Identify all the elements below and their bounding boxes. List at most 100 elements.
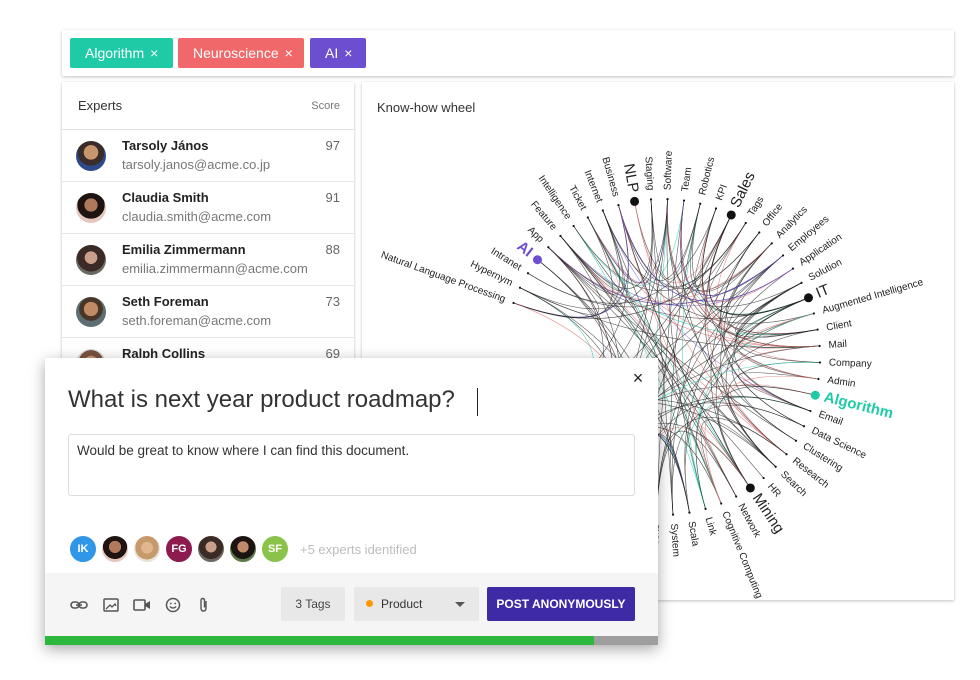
- wheel-label: Client: [826, 318, 853, 333]
- wheel-label: Software: [662, 150, 674, 190]
- wheel-label: Admin: [827, 375, 857, 390]
- wheel-connection: [700, 208, 794, 302]
- post-anonymously-button[interactable]: POST ANONYMOUSLY: [487, 587, 635, 621]
- avatar[interactable]: [196, 534, 226, 564]
- wheel-connection: [527, 208, 717, 304]
- tag-chip-neuroscience[interactable]: Neuroscience ×: [178, 38, 304, 68]
- wheel-label: Mail: [828, 339, 847, 351]
- wheel-label: Staging: [642, 156, 655, 191]
- tag-chip-label: Algorithm: [85, 45, 145, 61]
- expert-email: seth.foreman@acme.com: [122, 313, 272, 328]
- close-icon[interactable]: ×: [344, 45, 353, 61]
- identified-experts: IK FG SF +5 experts identified: [68, 534, 417, 564]
- wheel-connection: [513, 217, 613, 319]
- close-icon[interactable]: ×: [284, 45, 293, 61]
- wheel-label: Scala: [685, 521, 700, 548]
- close-icon[interactable]: ×: [150, 45, 159, 61]
- image-icon[interactable]: [102, 597, 120, 613]
- emoji-icon[interactable]: [164, 597, 182, 613]
- wheel-node: [810, 390, 820, 400]
- tag-chip-label: AI: [325, 45, 339, 61]
- wheel-node: [735, 495, 738, 498]
- wheel-connection: [560, 235, 776, 467]
- wheel-connection: [602, 210, 811, 412]
- tag-chip-algorithm[interactable]: Algorithm ×: [70, 38, 173, 68]
- wheel-connection: [618, 205, 751, 489]
- expert-name: Tarsoly János: [122, 138, 209, 153]
- wheel-node: [785, 453, 788, 456]
- wheel-connection: [656, 255, 784, 515]
- expert-row[interactable]: Seth Foreman seth.foreman@acme.com 73: [62, 286, 354, 338]
- wheel-connection: [548, 247, 784, 305]
- score-column-header[interactable]: Score: [311, 99, 340, 112]
- wheel-node: [572, 224, 575, 228]
- expert-score: 97: [325, 138, 340, 153]
- wheel-connection: [701, 208, 818, 335]
- tags-button[interactable]: 3 Tags: [281, 587, 345, 621]
- wheel-node: [666, 197, 669, 201]
- expert-score: 91: [325, 190, 340, 205]
- wheel-node: [617, 204, 620, 207]
- experts-panel: Experts Score Tarsoly János tarsoly.jano…: [62, 82, 354, 372]
- wheel-node: [803, 293, 813, 303]
- wheel-connection: [719, 232, 805, 427]
- wheel-node: [794, 439, 798, 442]
- expert-name: Ralph Collins: [122, 346, 206, 361]
- wheel-node: [526, 272, 530, 275]
- expert-row[interactable]: Claudia Smith claudia.smith@acme.com 91: [62, 182, 354, 234]
- wheel-node: [714, 207, 718, 210]
- wheel-connection: [618, 203, 701, 281]
- product-select-value: Product: [381, 597, 423, 611]
- wheel-connection: [519, 199, 668, 310]
- wheel-node: [762, 476, 765, 480]
- question-title-input[interactable]: What is next year product roadmap?: [68, 386, 455, 413]
- attachment-icon[interactable]: [195, 597, 213, 613]
- wheel-connection: [720, 255, 784, 467]
- status-dot-icon: [366, 600, 373, 607]
- wheel-connection: [733, 282, 811, 412]
- expert-row[interactable]: Tarsoly János tarsoly.janos@acme.co.jp 9…: [62, 130, 354, 182]
- video-icon[interactable]: [133, 597, 151, 613]
- wheel-node: [704, 507, 707, 510]
- wheel-node: [649, 198, 653, 201]
- wheel-connection: [667, 199, 819, 380]
- wheel-title: Know-how wheel: [377, 100, 476, 115]
- wheel-node: [745, 483, 755, 493]
- wheel-node: [800, 281, 803, 284]
- wheel-node: [816, 328, 819, 331]
- wheel-node: [720, 502, 723, 505]
- wheel-connection: [735, 282, 818, 338]
- wheel-connection: [671, 232, 760, 515]
- wheel-node: [781, 254, 785, 257]
- expert-score: 88: [325, 242, 340, 257]
- avatar[interactable]: IK: [68, 534, 98, 564]
- avatar[interactable]: [132, 534, 162, 564]
- wheel-connection: [686, 431, 722, 509]
- wheel-label: KPI: [714, 183, 730, 202]
- wheel-node: [547, 246, 550, 249]
- wheel-node: [512, 301, 515, 305]
- wheel-label: Business: [599, 156, 621, 198]
- expert-row[interactable]: Emilia Zimmermann emilia.zimmermann@acme…: [62, 234, 354, 286]
- wheel-connection: [618, 205, 737, 497]
- question-dialog: × What is next year product roadmap? Wou…: [45, 358, 658, 645]
- more-experts-count[interactable]: +5 experts identified: [300, 541, 417, 557]
- product-select[interactable]: Product: [354, 587, 479, 621]
- chevron-down-icon: [455, 602, 465, 607]
- avatar[interactable]: FG: [164, 534, 194, 564]
- progress-bar-fill: [45, 636, 594, 645]
- wheel-node: [688, 511, 691, 514]
- avatar[interactable]: SF: [260, 534, 290, 564]
- link-icon[interactable]: [70, 597, 88, 613]
- wheel-connection: [736, 282, 820, 363]
- wheel-connection: [519, 287, 820, 348]
- tag-bar: Algorithm × Neuroscience × AI ×: [62, 30, 954, 76]
- question-details-textarea[interactable]: Would be great to know where I can find …: [68, 434, 635, 496]
- avatar[interactable]: [100, 534, 130, 564]
- avatar[interactable]: [228, 534, 258, 564]
- wheel-node: [630, 196, 640, 206]
- wheel-connection: [573, 200, 685, 286]
- wheel-connection: [738, 345, 820, 412]
- tag-chip-ai[interactable]: AI ×: [310, 38, 366, 68]
- close-icon[interactable]: ×: [632, 368, 644, 388]
